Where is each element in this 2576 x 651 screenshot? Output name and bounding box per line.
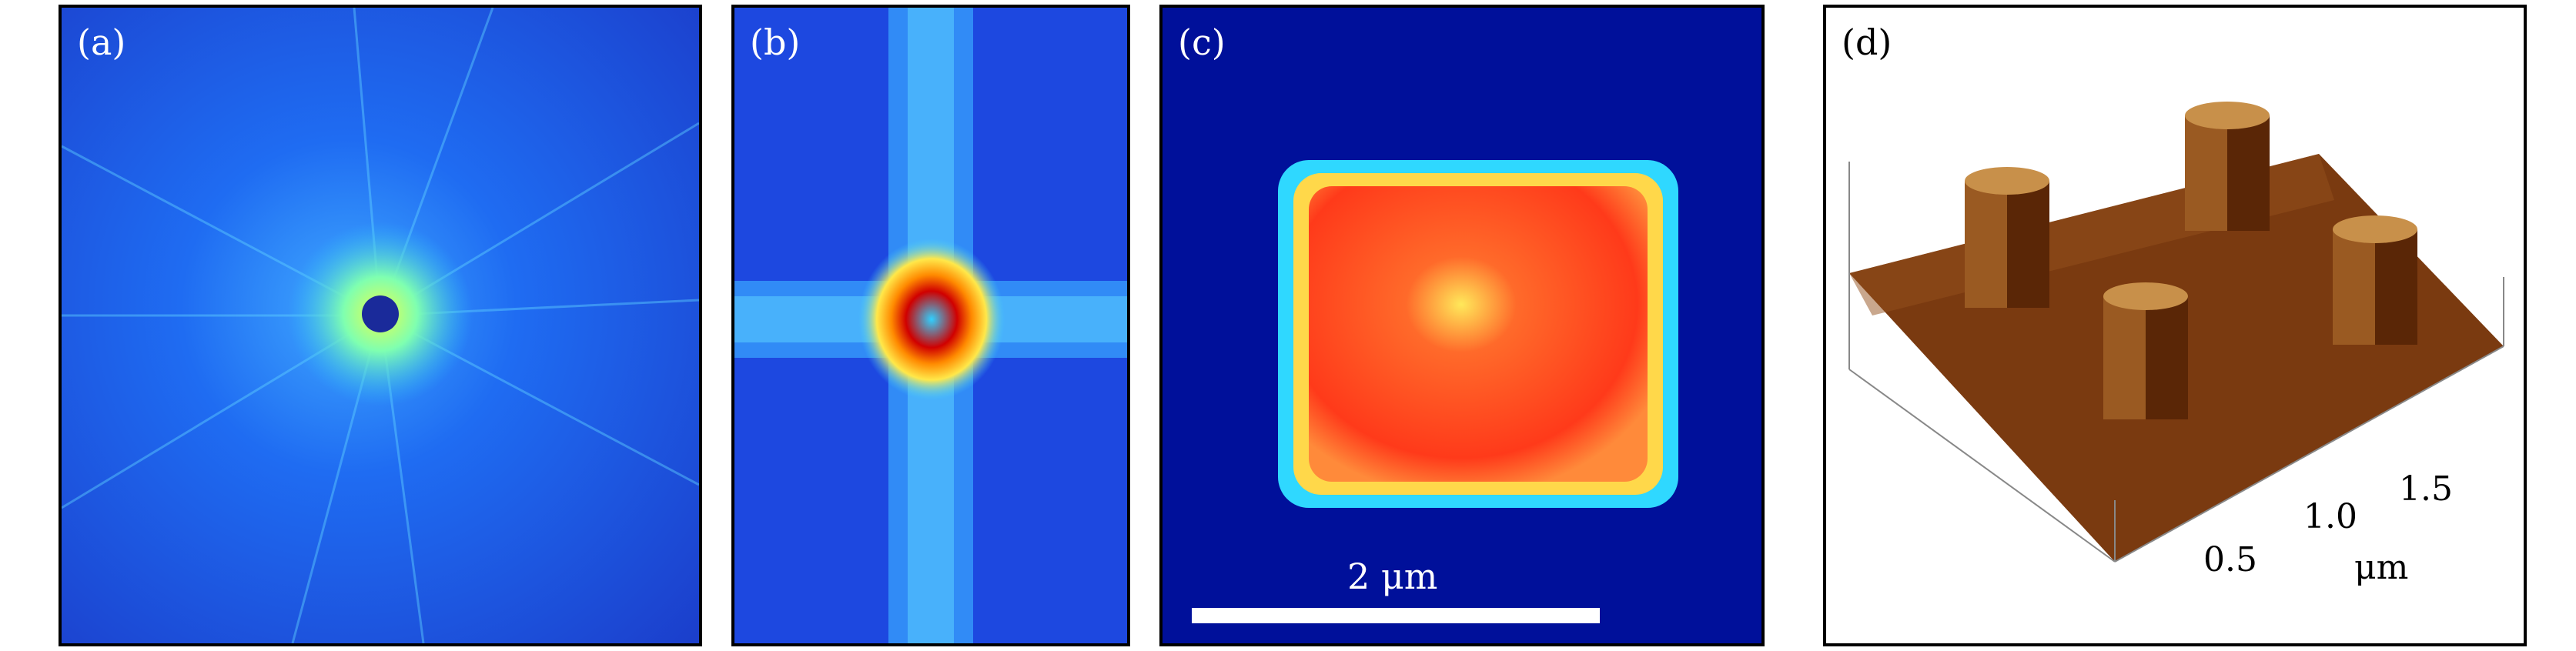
scale-bar-label: 2 μm	[1347, 556, 1438, 597]
axis-tick-label: 0.5	[2203, 540, 2257, 579]
panel-label: (d)	[1842, 22, 1892, 63]
panel-label: (b)	[750, 22, 801, 63]
axis-tick-label: 1.0	[2303, 497, 2357, 536]
nano-pillar	[2185, 102, 2270, 231]
axis-tick-label: 1.5	[2399, 469, 2453, 509]
reconstruction-image	[1163, 8, 1761, 643]
panel-c-reconstruction: (c) 2 μm	[1159, 5, 1765, 646]
autocorrelation-image	[734, 8, 1127, 643]
nano-pillar	[1965, 167, 2049, 308]
afm-surface-plot	[1848, 102, 2504, 563]
panel-label: (a)	[77, 22, 126, 63]
panel-d-afm-topography: (d) 0.5 1.0 1.5 μm	[1823, 5, 2527, 646]
panel-b-autocorrelation: (b)	[731, 5, 1130, 646]
panel-a-diffraction-pattern: (a)	[59, 5, 702, 646]
diffraction-image	[62, 8, 699, 643]
axis-unit-label: μm	[2354, 548, 2409, 587]
scale-bar	[1192, 608, 1600, 623]
nano-pillar	[2333, 215, 2417, 345]
panel-label: (c)	[1178, 22, 1226, 63]
nano-pillar	[2103, 282, 2188, 419]
